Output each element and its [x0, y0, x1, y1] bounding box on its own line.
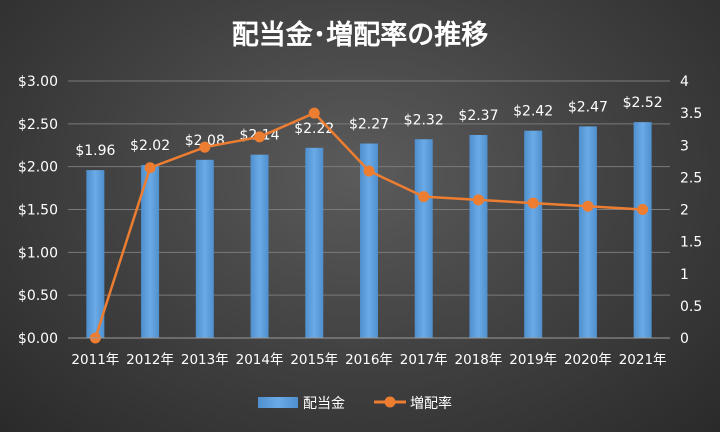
data-labels: $1.96$2.02$2.08$2.14$2.22$2.27$2.32$2.37… — [75, 95, 662, 159]
bar — [414, 139, 433, 338]
x-tick-label: 2020年 — [564, 352, 612, 368]
legend-bar-label: 配当金 — [303, 396, 345, 412]
bar-data-label: $2.37 — [458, 108, 498, 124]
bar-data-label: $2.32 — [404, 112, 444, 128]
legend: 配当金 増配率 — [258, 395, 452, 412]
line-point — [527, 197, 539, 209]
x-tick-label: 2011年 — [71, 352, 119, 368]
x-tick-label: 2018年 — [455, 352, 503, 368]
y-left-tick-label: $0.00 — [18, 331, 58, 347]
bar — [250, 154, 269, 338]
y-right-tick-label: 4 — [680, 74, 689, 90]
line-point — [472, 194, 484, 206]
y-right-tick-label: 1 — [680, 267, 689, 283]
bar — [633, 122, 652, 339]
y-right-tick-label: 2.5 — [680, 170, 702, 186]
x-tick-label: 2015年 — [290, 352, 338, 368]
y-left-tick-label: $2.50 — [18, 117, 58, 133]
line-point — [199, 141, 211, 153]
bar-data-label: $2.47 — [568, 99, 608, 115]
y-left-tick-label: $2.00 — [18, 160, 58, 176]
x-tick-label: 2021年 — [619, 352, 667, 368]
line-point — [308, 107, 320, 119]
bar — [360, 143, 378, 338]
legend-bar-swatch — [258, 397, 298, 408]
line-point — [418, 191, 430, 203]
bar — [195, 159, 214, 338]
bar — [524, 130, 543, 338]
chart-title: 配当金･増配率の推移 — [232, 19, 489, 51]
y-right-tick-label: 1.5 — [680, 235, 702, 251]
bar-series — [86, 122, 652, 339]
axes: $0.00 $0.50 $1.00 $1.50 $2.00 $2.50 $3.00 0 0.5 1… — [18, 74, 702, 368]
bar-data-label: $2.27 — [349, 117, 389, 133]
y-left-tick-label: $1.50 — [18, 203, 58, 219]
x-tick-label: 2019年 — [509, 352, 557, 368]
legend-line-label: 増配率 — [410, 395, 452, 412]
y-right-tick-label: 0.5 — [680, 299, 702, 315]
legend-line-marker — [384, 396, 396, 408]
line-series — [89, 107, 649, 344]
bar-data-label: $1.96 — [75, 143, 115, 159]
bar — [141, 164, 160, 338]
line-point — [582, 200, 594, 212]
line-point — [363, 165, 375, 177]
x-tick-label: 2014年 — [236, 352, 284, 368]
y-right-tick-label: 3 — [680, 138, 689, 154]
y-right-tick-label: 0 — [680, 331, 689, 347]
bar-data-label: $2.02 — [130, 138, 170, 154]
line-point — [637, 204, 649, 215]
bar — [86, 170, 105, 338]
x-tick-label: 2016年 — [345, 352, 393, 368]
bar — [305, 147, 324, 338]
y-left-tick-label: $0.50 — [18, 288, 58, 304]
line-point — [254, 131, 266, 143]
bar — [578, 126, 597, 338]
y-right-tick-label: 2 — [680, 203, 689, 219]
bar — [469, 134, 488, 338]
y-right-tick-label: 3.5 — [680, 106, 702, 122]
line-point — [144, 162, 156, 174]
y-left-tick-label: $1.00 — [18, 245, 58, 261]
x-tick-label: 2013年 — [181, 352, 229, 368]
bar-data-label: $2.52 — [623, 95, 663, 111]
x-tick-label: 2017年 — [400, 352, 448, 368]
bar-data-label: $2.42 — [513, 104, 553, 120]
x-tick-label: 2012年 — [126, 352, 174, 368]
y-left-tick-label: $3.00 — [18, 74, 58, 90]
